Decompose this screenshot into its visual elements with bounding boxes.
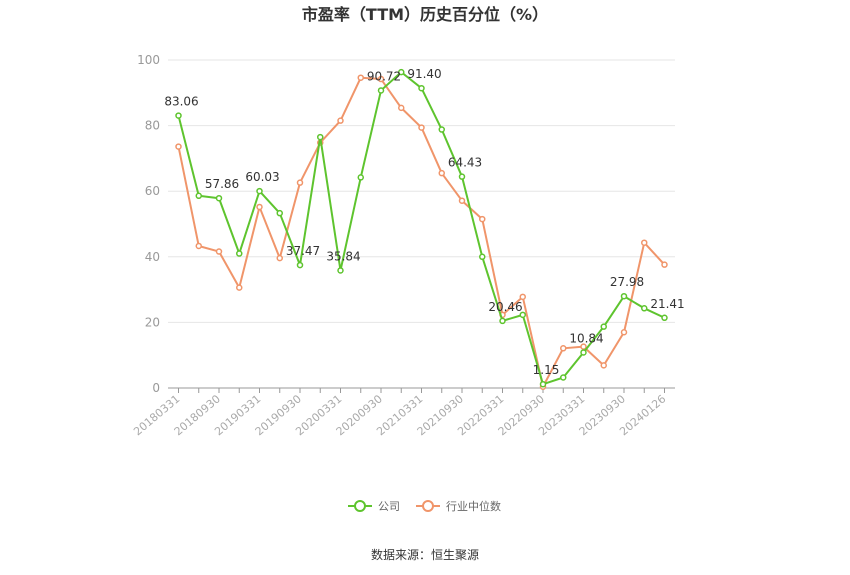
series-1-point <box>479 215 486 223</box>
series-0-point <box>317 133 324 141</box>
series-0-point <box>580 349 587 356</box>
series-1-point <box>215 248 223 255</box>
series-1-point <box>580 343 587 350</box>
grid <box>168 59 675 323</box>
legend-marker <box>422 500 434 512</box>
data-label: 91.40 <box>407 67 441 81</box>
series-0-point <box>337 267 344 274</box>
series-0-point <box>438 126 445 133</box>
legend-marker <box>354 500 366 512</box>
series-1-point <box>175 143 182 150</box>
series-1-point <box>296 179 304 186</box>
data-label: 90.72 <box>367 69 401 83</box>
series-0-point <box>296 261 304 269</box>
series-1-point <box>438 169 445 177</box>
y-tick-label: 0 <box>152 381 160 395</box>
series-0-point <box>519 311 526 319</box>
series-1-point <box>620 328 628 336</box>
series-0-point <box>499 317 506 325</box>
legend-item-0[interactable]: 公司 <box>348 500 400 513</box>
data-label: 64.43 <box>448 156 482 170</box>
legend[interactable]: 公司 行业中位数 <box>348 499 501 513</box>
data-label: 27.98 <box>610 275 644 289</box>
series-1-point <box>418 124 425 131</box>
series-0-point <box>620 292 628 300</box>
series-1-point <box>661 261 668 268</box>
data-label: 83.06 <box>164 95 198 109</box>
data-label: 21.41 <box>650 297 684 311</box>
data-label: 57.86 <box>205 177 239 191</box>
series-1-point <box>357 74 364 81</box>
series-0-point <box>641 305 648 312</box>
series-1-point <box>398 104 405 112</box>
series-0-point <box>600 323 607 330</box>
y-tick-label: 20 <box>145 315 160 329</box>
series-0-point <box>560 374 567 381</box>
series-1-point <box>276 254 283 262</box>
data-label: 35.84 <box>326 249 360 263</box>
source-note: 数据来源：恒生聚源 <box>371 547 479 562</box>
series-0-point <box>377 87 385 94</box>
series-0-point <box>175 112 182 119</box>
x-axis: 2018033120180930201903312019093020200331… <box>131 387 675 438</box>
series-0-point <box>276 209 283 217</box>
series-0-point <box>661 314 668 322</box>
series-0-point <box>256 187 263 195</box>
data-label: 37.47 <box>286 244 320 258</box>
series-0-point <box>357 174 364 181</box>
series-1-point <box>377 75 385 83</box>
series-0-point <box>215 194 223 202</box>
y-tick-label: 100 <box>137 53 160 67</box>
series-1-point <box>641 239 648 246</box>
series-1-point <box>236 284 243 291</box>
data-label: 20.46 <box>488 300 522 314</box>
series-0-point <box>236 250 243 257</box>
series-1-point <box>560 345 567 352</box>
data-label: 10.84 <box>569 331 603 345</box>
series-1-point <box>600 362 607 369</box>
series-0-point <box>398 68 405 76</box>
y-axis: 0 20 40 60 80 100 <box>137 53 160 395</box>
legend-label: 行业中位数 <box>446 499 501 513</box>
series-1-point <box>337 117 344 124</box>
legend-item-1[interactable]: 行业中位数 <box>416 499 501 513</box>
y-tick-label: 40 <box>145 250 160 264</box>
series-layer <box>175 68 668 390</box>
chart-title: 市盈率（TTM）历史百分位（%） <box>302 5 548 24</box>
series-1-point <box>256 203 263 211</box>
data-labels: 83.06 57.86 60.03 37.47 35.84 90.72 91.40 64.43… <box>164 67 684 377</box>
series-0-point <box>418 84 425 92</box>
series-1-point <box>195 242 202 250</box>
y-tick-label: 80 <box>145 119 160 133</box>
data-label: 1.15 <box>533 363 560 377</box>
series-0-point <box>458 173 466 180</box>
series-1-point <box>519 293 526 301</box>
y-tick-label: 60 <box>145 184 160 198</box>
series-0-point <box>539 380 547 388</box>
series-0-point <box>479 253 486 261</box>
series-0-point <box>195 192 202 200</box>
data-label: 60.03 <box>245 170 279 184</box>
legend-label: 公司 <box>378 500 400 513</box>
series-1-point <box>458 197 466 204</box>
